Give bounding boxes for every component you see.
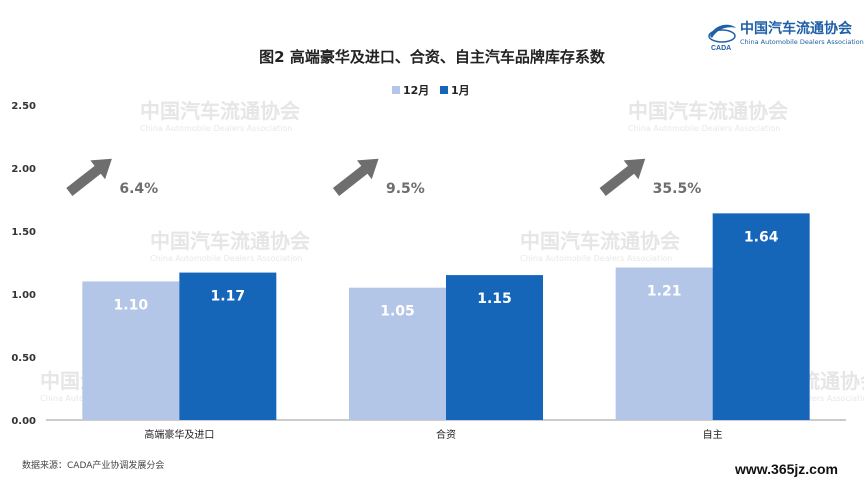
legend: 12月 1月 [392, 84, 470, 97]
bar [349, 287, 446, 420]
bar-value-label: 1.64 [744, 229, 779, 245]
growth-label: 6.4% [119, 181, 158, 197]
y-tick-label: 2.00 [11, 164, 36, 175]
watermark-subtext: China Automobile Dealers Association [628, 124, 780, 133]
site-stamp: www.365jz.com [735, 461, 838, 477]
y-tick-label: 1.00 [11, 290, 36, 301]
growth-label: 9.5% [386, 181, 425, 197]
brand-name-cn: 中国汽车流通协会 [740, 21, 852, 37]
y-tick-label: 0.00 [11, 416, 36, 427]
bar [712, 213, 810, 420]
legend-label: 1月 [451, 84, 470, 97]
cada-logo-icon: CADA [708, 24, 736, 52]
legend-swatch [440, 86, 448, 94]
y-axis: 0.00 0.50 1.00 1.50 2.00 2.50 [11, 101, 36, 427]
watermark-text: 中国汽车流通协会 [520, 229, 680, 253]
x-tick-label: 合资 [436, 428, 456, 441]
x-axis: 高端豪华及进口 合资 自主 [46, 419, 846, 441]
up-right-arrow-icon [332, 158, 379, 196]
watermark-text: 中国汽车流通协会 [628, 99, 788, 123]
watermark-subtext: China Automobile Dealers Association [150, 254, 302, 263]
bar [615, 267, 713, 420]
y-tick-label: 2.50 [11, 101, 36, 112]
bar-value-label: 1.21 [647, 284, 682, 300]
up-right-arrow-icon [599, 158, 646, 196]
bar [179, 272, 277, 420]
watermark-subtext: China Automobile Dealers Association [520, 254, 672, 263]
watermark-text: 中国汽车流通协会 [150, 229, 310, 253]
x-tick-label: 自主 [703, 428, 723, 441]
brand-logo: CADA 中国汽车流通协会 China Automobile Dealers A… [706, 18, 864, 52]
growth-annotations: 6.4% 9.5% 35.5% [66, 158, 702, 197]
bars-layer: 1.10 1.17 1.05 1.15 1.21 1.64 [82, 213, 810, 420]
watermark-text: 中国汽车流通协会 [140, 99, 300, 123]
chart-title: 图2 高端豪华及进口、合资、自主汽车品牌库存系数 [259, 48, 606, 66]
bar-value-label: 1.17 [211, 289, 246, 305]
bar-value-label: 1.10 [114, 297, 149, 313]
legend-swatch [392, 86, 400, 94]
watermark-subtext: China Automobile Dealers Association [140, 124, 292, 133]
logo-mark-text: CADA [711, 45, 731, 52]
x-tick-label: 高端豪华及进口 [144, 428, 214, 441]
growth-label: 35.5% [653, 181, 702, 197]
y-tick-label: 1.50 [11, 227, 36, 238]
bar-value-label: 1.05 [380, 304, 415, 320]
source-note: 数据来源：CADA产业协调发展分会 [22, 461, 165, 471]
y-tick-label: 0.50 [11, 353, 36, 364]
up-right-arrow-icon [66, 158, 112, 196]
bar [446, 275, 543, 420]
brand-name-en: China Automobile Dealers Association [740, 38, 864, 46]
bar-value-label: 1.15 [477, 291, 512, 307]
legend-label: 12月 [403, 84, 429, 97]
bar [82, 281, 180, 420]
